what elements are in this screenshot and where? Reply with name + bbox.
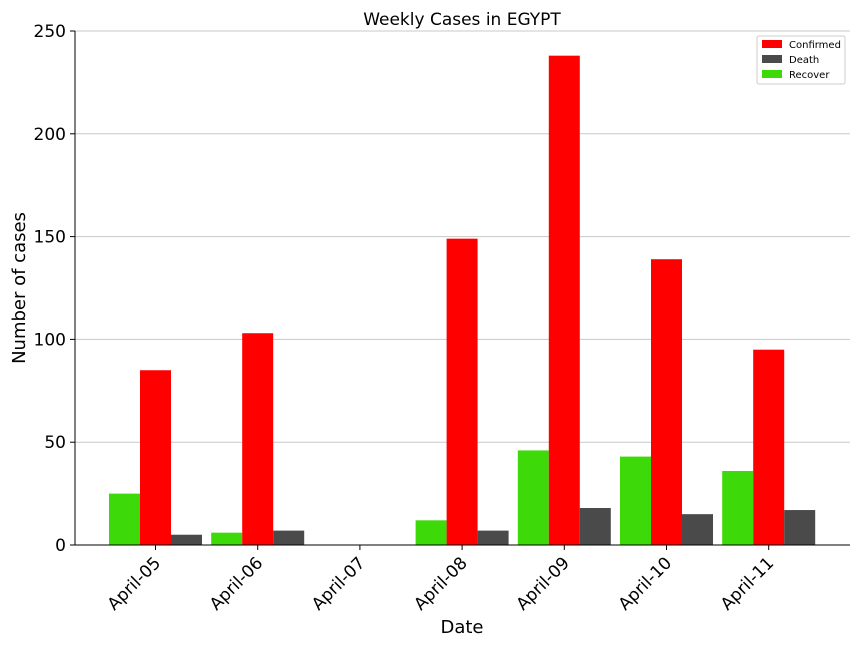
y-tick-label: 100 — [34, 330, 66, 350]
bar-confirmed-april-10 — [651, 259, 682, 545]
bar-confirmed-april-08 — [446, 238, 478, 545]
y-ticks: 0 50 100 150 200 250 — [34, 22, 75, 556]
x-ticks: April-05 April-06 April-07 April-08 April-09… — [104, 545, 778, 615]
legend-label-confirmed: Confirmed — [789, 40, 841, 51]
bar-death-april-06 — [273, 530, 305, 545]
y-tick-label: 50 — [44, 433, 66, 453]
y-tick-label: 200 — [34, 125, 66, 145]
bar-death-april-08 — [477, 530, 509, 545]
y-axis-label: Number of cases — [9, 212, 30, 364]
bar-recover-april-10 — [620, 456, 651, 545]
legend-label-recover: Recover — [789, 70, 830, 81]
bar-confirmed-april-11 — [753, 349, 785, 545]
bar-death-april-09 — [579, 507, 611, 545]
legend-swatch-confirmed — [762, 40, 782, 48]
bar-confirmed-april-09 — [548, 55, 580, 546]
legend: Confirmed Death Recover — [756, 35, 846, 85]
x-tick-label: April-10 — [615, 553, 676, 614]
bar-death-april-11 — [784, 510, 816, 545]
legend-label-death: Death — [789, 55, 819, 66]
bar-recover-april-05 — [109, 493, 140, 545]
bar-recover-april-06 — [211, 532, 243, 545]
x-tick-label: April-05 — [104, 553, 165, 614]
y-tick-label: 250 — [34, 22, 66, 42]
legend-swatch-recover — [762, 70, 782, 78]
bar-recover-april-08 — [415, 520, 447, 545]
y-tick-label: 150 — [34, 228, 66, 248]
x-axis-label: Date — [440, 617, 483, 638]
x-tick-label: April-09 — [513, 553, 574, 614]
chart-title: Weekly Cases in EGYPT — [363, 10, 561, 30]
x-tick-label: April-11 — [717, 553, 778, 614]
legend-swatch-death — [762, 55, 782, 63]
bar-death-april-05 — [171, 534, 202, 545]
bar-confirmed-april-05 — [140, 370, 171, 545]
x-tick-label: April-06 — [206, 553, 267, 614]
bar-death-april-10 — [682, 514, 713, 545]
y-tick-label: 0 — [55, 536, 66, 556]
x-tick-label: April-07 — [308, 553, 369, 614]
x-tick-label: April-08 — [410, 553, 471, 614]
grid — [75, 30, 850, 443]
bar-confirmed-april-06 — [242, 333, 274, 545]
bar-recover-april-11 — [722, 470, 754, 545]
bar-recover-april-09 — [517, 450, 549, 545]
bars — [109, 55, 816, 546]
